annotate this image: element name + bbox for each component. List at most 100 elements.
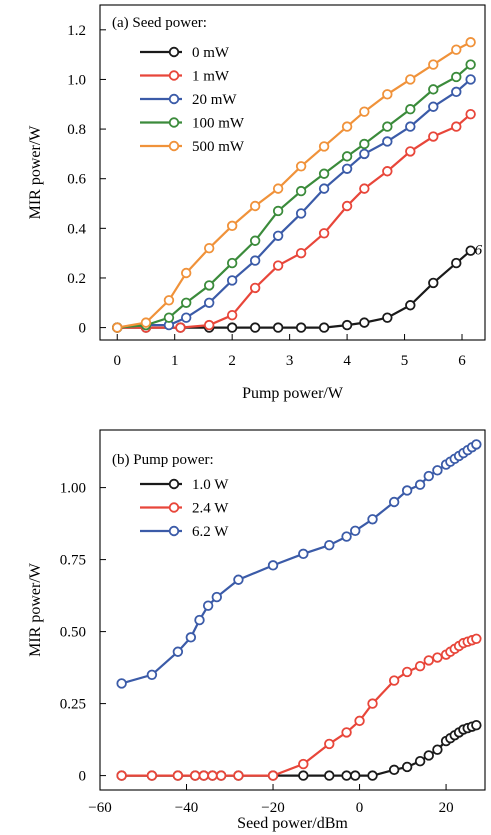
data-point	[295, 161, 307, 172]
x-tick-label: −60	[88, 800, 111, 816]
legend-label: 0 mW	[192, 45, 230, 61]
data-point	[401, 761, 413, 773]
data-point	[428, 277, 439, 289]
data-point	[249, 322, 261, 333]
plot-frame	[99, 4, 486, 341]
series-line	[117, 78, 472, 329]
y-axis-title: MIR power/W	[27, 125, 44, 220]
data-point	[295, 185, 307, 197]
data-point	[207, 770, 218, 781]
plot-frame	[99, 429, 486, 791]
data-point	[405, 146, 416, 157]
data-point	[180, 312, 192, 323]
series-6-2-w	[116, 439, 482, 689]
data-point	[451, 86, 462, 98]
data-point	[382, 166, 393, 177]
y-tick-label: 0.75	[60, 553, 86, 569]
data-point	[318, 228, 330, 239]
x-tick-label: 1	[171, 353, 179, 369]
y-tick-label: 0.25	[60, 697, 86, 713]
y-tick-label: 0.8	[67, 122, 86, 138]
x-tick-label: 5	[401, 353, 409, 369]
data-point	[367, 770, 378, 781]
data-point	[267, 560, 279, 571]
data-point	[163, 312, 175, 323]
legend-label: 100 mW	[192, 116, 245, 132]
data-point	[272, 322, 284, 333]
data-point	[324, 738, 335, 750]
data-point	[233, 574, 244, 585]
legend-swatch-marker	[168, 93, 180, 105]
data-point	[215, 770, 227, 781]
data-point	[146, 669, 158, 681]
data-point	[249, 200, 261, 212]
data-point	[350, 525, 361, 537]
x-tick-label: 20	[439, 800, 454, 816]
series-1-mw	[112, 108, 476, 333]
data-point	[405, 121, 416, 132]
data-point	[414, 660, 426, 672]
series-500-mw	[112, 37, 476, 333]
x-tick-label: 6	[458, 353, 466, 369]
data-point	[180, 297, 192, 308]
data-point	[359, 138, 370, 150]
data-point	[359, 106, 370, 117]
data-point	[226, 257, 238, 269]
legend-swatch-marker	[168, 140, 180, 152]
series-2-4-w	[116, 633, 482, 781]
legend-item: 1 mW	[140, 69, 230, 85]
data-point	[401, 485, 413, 496]
legend-item: 0 mW	[140, 45, 230, 61]
data-point	[198, 770, 210, 781]
legend-label: 500 mW	[192, 139, 245, 155]
data-point	[423, 470, 434, 482]
data-point	[341, 770, 352, 781]
data-point	[226, 220, 238, 232]
data-point	[172, 646, 184, 657]
legend: (b) Pump power: 1.0 W 2.4 W 6.2 W	[112, 452, 229, 540]
data-point	[116, 678, 127, 689]
series-20-mw	[112, 74, 476, 333]
legend-swatch-marker	[168, 117, 180, 128]
data-point	[272, 183, 284, 194]
x-tick-label: −40	[175, 800, 198, 816]
data-point	[146, 770, 158, 781]
data-point	[367, 514, 378, 525]
data-point	[324, 540, 335, 551]
data-point	[202, 600, 214, 611]
data-point	[318, 141, 330, 152]
y-tick-label: 0.6	[67, 172, 86, 188]
data-point	[465, 245, 476, 256]
y-tick-label: 0.4	[67, 221, 86, 237]
legend-item: 2.4 W	[140, 501, 229, 517]
y-tick-label: 0	[79, 321, 87, 337]
data-point	[112, 322, 123, 333]
data-point	[194, 614, 205, 626]
data-point	[428, 84, 439, 95]
data-point	[382, 312, 393, 323]
data-point	[249, 235, 261, 246]
data-point	[249, 255, 261, 266]
data-point	[465, 74, 476, 85]
y-tick-label: 0.50	[60, 625, 86, 641]
data-point	[249, 282, 261, 294]
legend-item: 20 mW	[140, 92, 237, 108]
data-point	[140, 317, 152, 328]
y-tick-label: 1.0	[67, 72, 86, 88]
data-point	[203, 242, 215, 254]
legend: (a) Seed power: 0 mW 1 mW 20 mW 100 mW 500 mW	[112, 15, 245, 155]
data-point	[465, 37, 476, 48]
legend-item: 1.0 W	[140, 477, 229, 493]
chart-panel-0: 0 1 2 3 4 5 6 0 0.2 0.4 0.6 0.8 1.0 1.2 Pump power/W MI…	[27, 4, 486, 402]
data-point	[388, 496, 400, 508]
series-line	[121, 724, 477, 777]
data-point	[341, 200, 353, 212]
data-point	[471, 633, 482, 645]
data-point	[189, 770, 201, 781]
annotation-label: 6	[475, 243, 483, 259]
data-point	[341, 121, 353, 132]
data-point	[428, 131, 439, 142]
data-point	[318, 168, 330, 179]
data-point	[298, 758, 309, 770]
